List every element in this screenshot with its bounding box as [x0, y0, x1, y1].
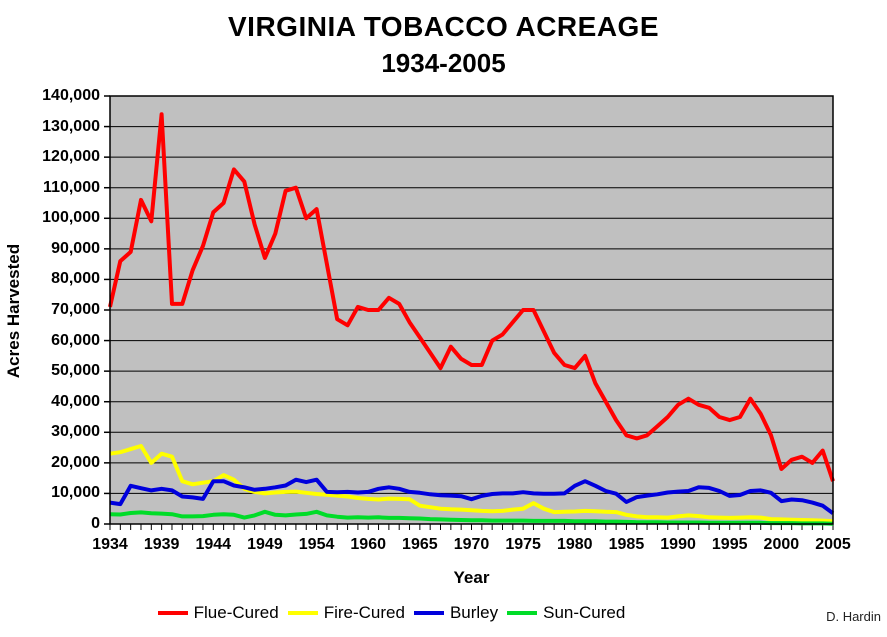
legend: Flue-Cured Fire-Cured Burley Sun-Cured	[0, 603, 835, 623]
series-line-burley	[109, 477, 835, 515]
legend-item-flue-cured: Flue-Cured	[157, 603, 279, 623]
legend-line-swatch	[287, 611, 318, 615]
credit-text: D. Hardin	[826, 609, 881, 624]
y-axis-title: Acres Harvested	[4, 243, 23, 379]
x-axis-title: Year	[453, 568, 490, 587]
legend-item-fire-cured: Fire-Cured	[287, 603, 405, 623]
legend-label: Flue-Cured	[193, 603, 279, 622]
legend-label: Fire-Cured	[323, 603, 405, 622]
legend-line-swatch	[157, 611, 188, 615]
legend-line-swatch	[413, 611, 444, 615]
legend-label: Sun-Cured	[543, 603, 626, 622]
chart-title-line1: VIRGINIA TOBACCO ACREAGE	[228, 11, 659, 42]
series-line-flue-cured	[108, 112, 835, 482]
chart-title-line2: 1934-2005	[381, 48, 506, 78]
legend-label: Burley	[449, 603, 499, 622]
series-line-sun-cured	[109, 509, 834, 526]
plot-border	[109, 95, 834, 525]
legend-line-swatch	[507, 611, 538, 615]
chart-title: VIRGINIA TOBACCO ACREAGE 1934-2005	[0, 8, 887, 80]
series-line-fire-cured	[109, 444, 834, 524]
legend-item-burley: Burley	[413, 603, 499, 623]
legend-item-sun-cured: Sun-Cured	[507, 603, 625, 623]
